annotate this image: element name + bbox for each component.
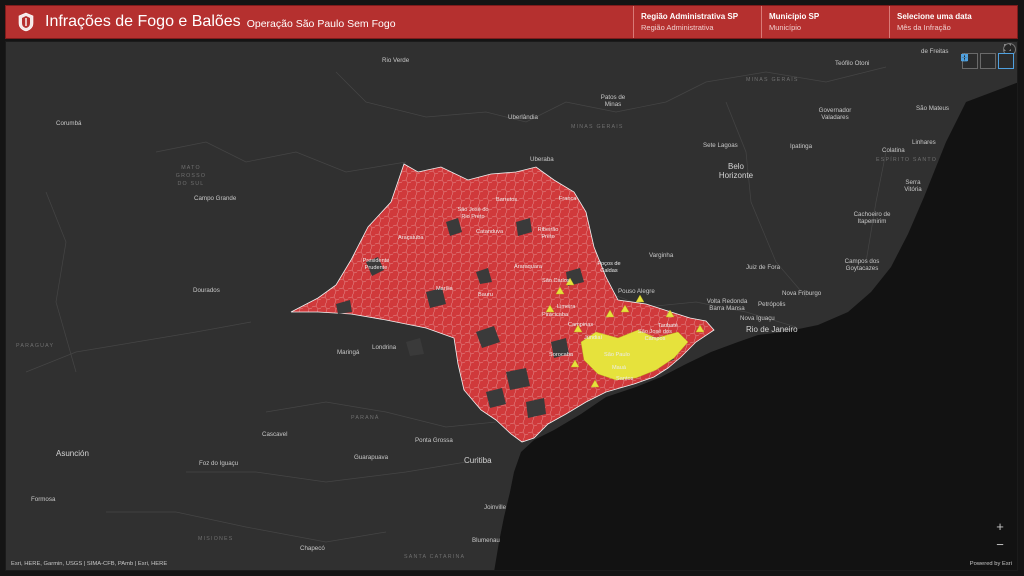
region-filter-value: Região Administrativa <box>641 23 714 32</box>
sp-city-label: Barretos <box>496 197 518 203</box>
place-label: Rio de Janeiro <box>746 325 798 334</box>
sp-city-label: Limeira <box>557 304 576 310</box>
date-filter-label: Selecione uma data <box>897 12 972 21</box>
place-label: Colatina <box>882 147 905 154</box>
place-label: Cascavel <box>262 431 288 438</box>
place-label: de Freitas <box>921 48 949 55</box>
place-label: Ipatinga <box>790 143 813 150</box>
sp-city-label: São Paulo <box>604 352 630 358</box>
place-label: Nova Friburgo <box>782 290 822 297</box>
grid-icon <box>961 54 968 61</box>
infraction-markers <box>545 277 705 388</box>
municipalities-without-infractions <box>336 218 674 418</box>
date-filter-value: Mês da Infração <box>897 23 951 32</box>
place-label: Varginha <box>649 252 674 259</box>
place-label: Belo Horizonte <box>718 162 754 180</box>
sp-city-label: Bauru <box>478 292 493 298</box>
place-label: Rio Verde <box>382 57 410 64</box>
borders <box>25 66 887 543</box>
place-label: Teófilo Otoni <box>835 60 870 67</box>
place-label: Patos de Minas <box>600 94 626 108</box>
sp-city-label: Jundiaí <box>584 335 603 341</box>
place-label: Nova Iguaçu <box>740 315 775 322</box>
region-label: PARANÁ <box>351 415 380 421</box>
place-label: Juiz de Fora <box>746 264 781 271</box>
place-label: Campos dos Goytacazes <box>844 258 880 272</box>
zoom-in-button[interactable]: + <box>996 519 1004 534</box>
place-label: Uberaba <box>530 156 554 163</box>
sp-city-label: São José do Rio Preto <box>457 207 489 220</box>
sp-city-label: Araçatuba <box>398 235 424 241</box>
municipality-filter-label: Município SP <box>769 12 820 21</box>
expand-icon <box>1004 44 1011 51</box>
place-label: Volta Redonda Barra Mansa <box>706 298 748 312</box>
place-label: Linhares <box>912 139 936 146</box>
place-label: Cachoeiro de Itapemirim <box>853 211 891 225</box>
region-label: MATO GROSSO DO SUL <box>175 165 207 187</box>
place-label: Dourados <box>193 287 220 294</box>
place-label: São Mateus <box>916 105 950 112</box>
place-label: Joinville <box>484 504 507 511</box>
app-header: Infrações de Fogo e Balões Operação São … <box>5 5 1018 39</box>
sp-city-label: Santos <box>616 376 634 382</box>
basemap-gallery-button[interactable] <box>961 53 1014 69</box>
municipality-filter[interactable]: Município SP Município <box>761 6 889 38</box>
sp-city-label: Franca <box>559 196 577 202</box>
place-label: Ponta Grossa <box>415 437 453 444</box>
place-label: Londrina <box>372 344 397 351</box>
sp-city-label: Araraquara <box>514 264 542 270</box>
region-filter-label: Região Administrativa SP <box>641 12 739 21</box>
region-label: SANTA CATARINA <box>404 554 466 560</box>
dashboard-title: Infrações de Fogo e Balões <box>45 13 241 30</box>
sp-city-label: São Carlos <box>542 278 570 284</box>
map-view[interactable]: MINAS GERAIS MINAS GERAIS MATO GROSSO DO… <box>5 41 1018 571</box>
sp-city-label: Poços de Caldas <box>597 261 621 274</box>
sp-city-label: Catanduva <box>476 229 504 235</box>
region-label: MINAS GERAIS <box>746 77 799 83</box>
filter-bar: Região Administrativa SP Região Administ… <box>633 6 1017 38</box>
place-label: Petrópolis <box>758 301 786 308</box>
place-label: Uberlândia <box>508 114 538 121</box>
place-label: Maringá <box>337 349 360 356</box>
sp-city-label: São José dos Campos <box>638 329 672 342</box>
dashboard-subtitle: Operação São Paulo Sem Fogo <box>246 18 396 30</box>
region-label: MINAS GERAIS <box>571 124 624 130</box>
sp-city-label: Ribeirão Preto <box>537 227 559 240</box>
place-label: Guarapuava <box>354 454 389 461</box>
sp-city-label: Sorocaba <box>549 352 573 358</box>
state-crest-icon <box>15 11 37 33</box>
date-filter[interactable]: Selecione uma data Mês da Infração <box>889 6 1017 38</box>
municipality-filter-value: Município <box>769 23 802 32</box>
region-label: PARAGUAY <box>16 343 55 349</box>
zoom-out-button[interactable]: − <box>996 537 1004 552</box>
place-label: Foz do Iguaçu <box>199 460 239 467</box>
powered-by-esri[interactable]: Powered by Esri <box>969 561 1012 567</box>
sp-city-label: Mauá <box>612 365 626 371</box>
map-canvas <box>25 66 1017 570</box>
zoom-control: + − <box>993 518 1007 554</box>
region-filter[interactable]: Região Administrativa SP Região Administ… <box>633 6 761 38</box>
legend-button[interactable] <box>961 53 996 69</box>
atlantic-ocean <box>494 82 1017 570</box>
sp-city-label: Piracicaba <box>542 312 569 318</box>
sp-city-label: Marília <box>436 286 453 292</box>
place-label: Campo Grande <box>194 195 237 202</box>
place-label: Chapecó <box>300 545 325 552</box>
sp-city-label: Taubaté <box>658 323 678 329</box>
map-widget-bar <box>960 53 1014 69</box>
place-label: Asunción <box>56 449 89 458</box>
place-label: Curitiba <box>464 456 492 465</box>
region-label: ESPÍRITO SANTO <box>876 157 938 163</box>
place-label: Pouso Alegre <box>618 288 655 295</box>
place-label: Blumenau <box>472 537 500 544</box>
map-attribution: Esri, HERE, Garmin, USGS | SIMA-CFB, PAm… <box>11 561 168 567</box>
place-label: Governador Valadares <box>818 107 852 121</box>
sp-city-label: Presidente Prudente <box>362 258 390 271</box>
place-label: Formosa <box>31 496 56 503</box>
sp-city-label: Campinas <box>568 322 594 328</box>
place-label: Serra Vitória <box>904 179 922 193</box>
place-label: Sete Lagoas <box>703 142 738 149</box>
region-label: MISIONES <box>198 536 234 542</box>
place-label: Corumbá <box>56 120 82 127</box>
